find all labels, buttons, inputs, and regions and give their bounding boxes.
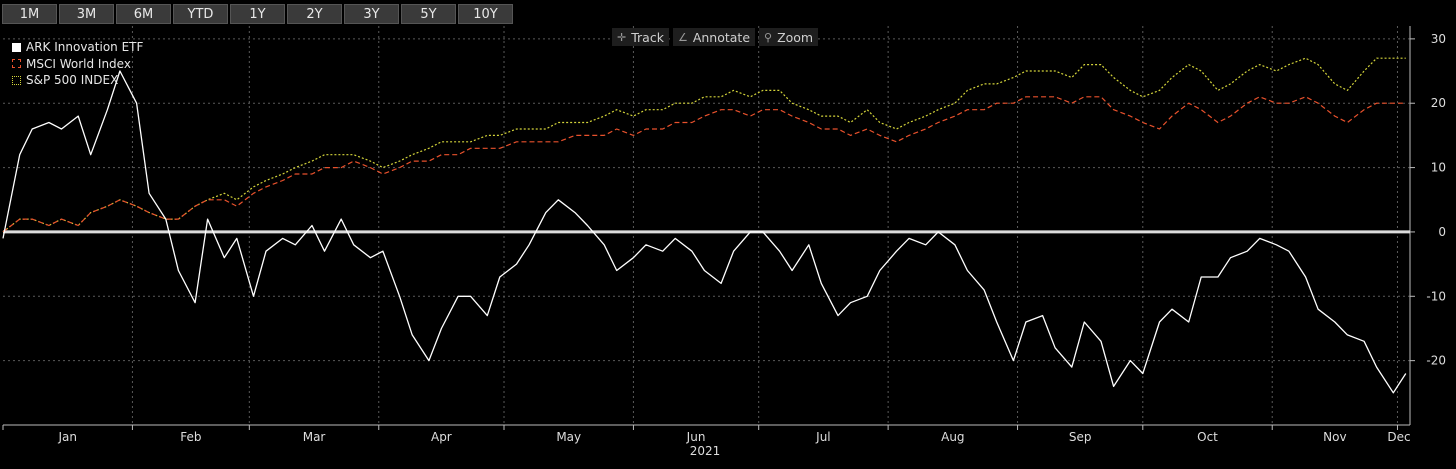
range-button-3m[interactable]: 3M xyxy=(59,4,114,24)
track-button[interactable]: ✛ Track xyxy=(612,28,669,46)
range-button-3y[interactable]: 3Y xyxy=(344,4,399,24)
x-tick-label: Apr xyxy=(431,430,452,444)
legend-item: ARK Innovation ETF xyxy=(12,39,143,56)
legend-item: MSCI World Index xyxy=(12,56,143,73)
range-button-5y[interactable]: 5Y xyxy=(401,4,456,24)
crosshair-icon: ✛ xyxy=(617,30,627,44)
y-tick-label: -10 xyxy=(1426,289,1446,303)
range-button-1y[interactable]: 1Y xyxy=(230,4,285,24)
legend-label: S&P 500 INDEX xyxy=(26,73,119,87)
x-tick-label: Nov xyxy=(1323,430,1346,444)
zoom-label: Zoom xyxy=(777,29,814,45)
y-tick-label: 0 xyxy=(1438,225,1446,239)
x-axis-title: 2021 xyxy=(689,444,721,458)
range-button-bar: 1M 3M 6M YTD 1Y 2Y 3Y 5Y 10Y xyxy=(2,4,513,24)
range-button-2y[interactable]: 2Y xyxy=(287,4,342,24)
chart-legend: ARK Innovation ETF MSCI World Index S&P 50… xyxy=(12,39,143,89)
chart-toolbar: ✛ Track ∠ Annotate ⚲ Zoom xyxy=(612,28,819,46)
x-tick-label: Mar xyxy=(303,430,326,444)
range-button-10y[interactable]: 10Y xyxy=(458,4,513,24)
y-tick-label: 30 xyxy=(1431,32,1446,46)
x-tick-label: Dec xyxy=(1387,430,1410,444)
x-tick-label: May xyxy=(556,430,581,444)
magnifier-icon: ⚲ xyxy=(764,30,773,44)
series-line-ark-innovation-etf xyxy=(2,70,1407,394)
range-button-ytd[interactable]: YTD xyxy=(173,4,228,24)
legend-label: MSCI World Index xyxy=(26,56,131,71)
annotate-button[interactable]: ∠ Annotate xyxy=(672,28,756,46)
series-line-s-p-500-index xyxy=(2,57,1406,233)
y-tick-label: 10 xyxy=(1431,161,1446,175)
legend-swatch xyxy=(12,42,21,52)
series-line-msci-world-index xyxy=(2,96,1406,233)
zoom-button[interactable]: ⚲ Zoom xyxy=(759,28,819,46)
x-tick-label: Jul xyxy=(815,430,830,444)
x-tick-label: Aug xyxy=(941,430,964,444)
x-tick-label: Sep xyxy=(1069,430,1092,444)
x-tick-label: Oct xyxy=(1197,430,1218,444)
range-button-6m[interactable]: 6M xyxy=(116,4,171,24)
legend-item: S&P 500 INDEX xyxy=(12,72,143,89)
legend-swatch xyxy=(12,59,21,69)
x-tick-label: Jun xyxy=(686,430,706,444)
legend-label: ARK Innovation ETF xyxy=(26,40,144,54)
annotate-label: Annotate xyxy=(692,29,751,45)
y-tick-label: -20 xyxy=(1426,354,1446,368)
x-tick-label: Jan xyxy=(57,430,77,444)
y-tick-label: 20 xyxy=(1431,96,1446,110)
track-label: Track xyxy=(631,29,664,45)
x-tick-label: Feb xyxy=(180,430,201,444)
pencil-icon: ∠ xyxy=(677,30,688,44)
legend-swatch xyxy=(12,75,21,85)
range-button-1m[interactable]: 1M xyxy=(2,4,57,24)
